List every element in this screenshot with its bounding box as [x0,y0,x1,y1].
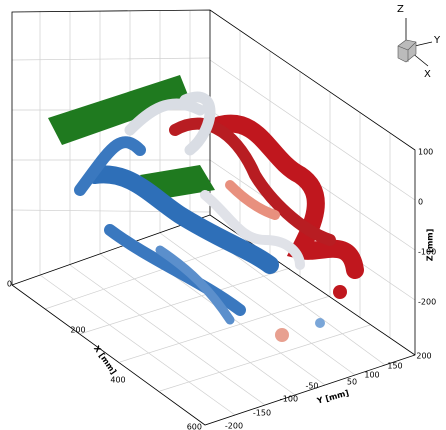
z-tick-label: 0 [418,198,423,207]
y-tick-label: -200 [225,422,243,430]
orientation-triad: Z Y X [397,4,441,80]
x-tick-label: 600 [187,423,202,430]
y-tick-label: 150 [387,362,402,371]
y-tick-label: -150 [253,409,271,418]
x-tick-label: 200 [70,326,85,335]
z-tick-label: -200 [418,298,436,307]
y-axis-title: Y [mm] [315,388,350,405]
triad-x-label: X [424,69,431,80]
y-tick-label: 100 [364,371,379,380]
z-tick-label: 100 [418,148,433,157]
iso-surfaces [48,75,364,342]
grid-planes [11,11,416,416]
y-tick-label: -50 [305,382,318,391]
z-tick-label: -100 [418,248,436,257]
y-tick-label: 200 [416,352,431,361]
x-tick-label: 400 [110,376,125,385]
triad-y-label: Y [433,35,441,46]
triad-z-label: Z [397,4,404,15]
x-tick-label: 0 [7,280,12,289]
y-tick-label: -100 [280,395,298,404]
y-tick-label: 50 [347,378,357,387]
z-axis-title: Z [mm] [426,229,435,262]
axis-box [11,9,416,426]
x-axis-title: X [mm] [92,344,118,376]
